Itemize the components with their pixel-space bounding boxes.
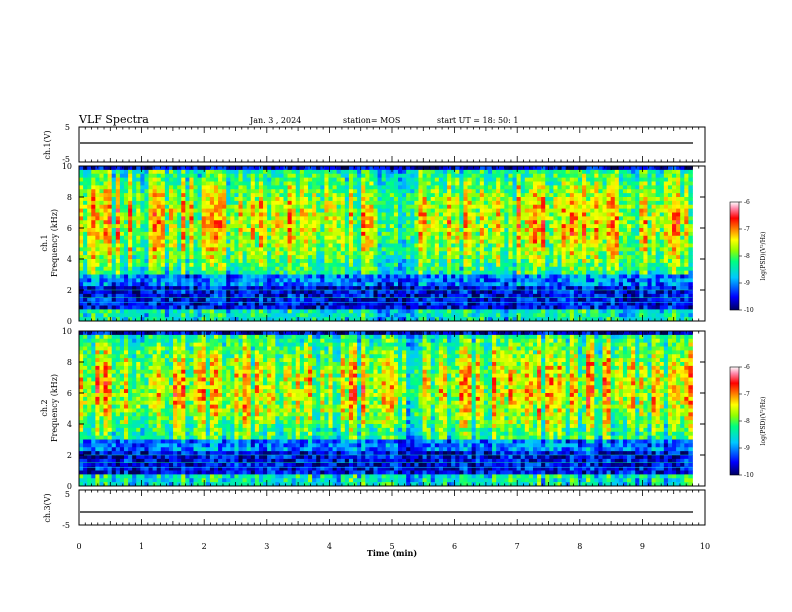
ch1-colorbar-tick-label: -9 — [744, 280, 750, 287]
ch1-waveform-panel: ch.1(V) 5 -5 — [43, 123, 706, 164]
ch1-spec-ytick-label: 10 — [62, 162, 72, 171]
ch2-spectrogram-panel: ch.2 Frequency (kHz) 0 2 4 6 8 10 — [40, 327, 706, 491]
ch1-colorbar-gradient — [729, 201, 740, 311]
ch1-spectrogram-panel: ch.1 Frequency (kHz) 0 2 4 6 8 10 — [40, 162, 706, 326]
time-axis: 0 1 2 3 4 5 6 7 8 9 10 — [76, 542, 710, 551]
start-time-label: start UT = 18: 50: 1 — [437, 116, 518, 125]
ch2-spectrogram-image — [79, 331, 705, 487]
ch2-spec-ytick-label: 0 — [67, 482, 72, 491]
ch2-colorbar-tick-label: -10 — [744, 472, 754, 479]
ch2-spec-ytick-label: 4 — [67, 420, 72, 429]
xtick-label: 4 — [327, 542, 332, 551]
xtick-label: 3 — [264, 542, 269, 551]
ch2-colorbar-tick-label: -7 — [744, 391, 750, 398]
xaxis-label: Time (min) — [367, 548, 417, 558]
ch2-colorbar-tick-label: -6 — [744, 364, 750, 371]
ch1-colorbar: -6 -7 -8 -9 -10 log(PSD)(V²/Hz) — [729, 199, 767, 314]
xtick-label: 1 — [139, 542, 144, 551]
ch1-spec-ylabel-frequency: Frequency (kHz) — [50, 209, 59, 277]
ch1-spec-ytick-label: 8 — [67, 193, 72, 202]
ch1-colorbar-tick-label: -8 — [744, 253, 750, 260]
ch3-ylabel: ch.3(V) — [43, 493, 52, 522]
ch3-waveform-panel: ch.3(V) 5 -5 — [43, 489, 706, 530]
ch1-spec-ylabel-channel: ch.1 — [40, 234, 49, 251]
ch2-colorbar-label: log(PSD)(V²/Hz) — [760, 397, 767, 446]
ch1-colorbar-label: log(PSD)(V²/Hz) — [760, 232, 767, 281]
xtick-label: 9 — [640, 542, 645, 551]
xtick-label: 6 — [452, 542, 457, 551]
ch2-colorbar-tick-label: -8 — [744, 418, 750, 425]
xtick-label: 5 — [389, 542, 394, 551]
axis-ticks — [78, 127, 706, 525]
ch3-ytick-bottom: -5 — [62, 521, 70, 530]
ch2-spec-ytick-label: 6 — [67, 389, 72, 398]
ch1-ytick-top: 5 — [65, 123, 70, 132]
xtick-label: 7 — [515, 542, 520, 551]
ch2-colorbar-gradient — [729, 366, 740, 476]
ch2-spec-ylabel-frequency: Frequency (kHz) — [50, 374, 59, 442]
ch1-spectrogram-image — [79, 166, 705, 322]
xtick-label: 0 — [76, 542, 81, 551]
ch1-spec-ytick-label: 0 — [67, 317, 72, 326]
ch1-ylabel: ch.1(V) — [43, 130, 52, 159]
xtick-label: 2 — [202, 542, 207, 551]
station-label: station= MOS — [343, 116, 400, 125]
ch2-spec-ylabel-channel: ch.2 — [40, 399, 49, 416]
ch2-spec-ytick-label: 8 — [67, 358, 72, 367]
xtick-label: 10 — [700, 542, 710, 551]
ch3-ytick-top: 5 — [65, 490, 70, 499]
ch2-spec-ytick-label: 10 — [62, 327, 72, 336]
ch2-spec-ytick-label: 2 — [67, 451, 72, 460]
ch1-spec-ytick-label: 4 — [67, 255, 72, 264]
xtick-label: 8 — [577, 542, 582, 551]
ch1-colorbar-tick-label: -7 — [744, 226, 750, 233]
ch2-colorbar: -6 -7 -8 -9 -10 log(PSD)(V²/Hz) — [729, 364, 767, 479]
ch1-ytick-bottom: -5 — [62, 155, 70, 164]
ch2-colorbar-tick-label: -9 — [744, 445, 750, 452]
ch1-spec-ytick-label: 6 — [67, 224, 72, 233]
ch1-colorbar-tick-label: -10 — [744, 307, 754, 314]
ch1-spec-ytick-label: 2 — [67, 286, 72, 295]
date-label: Jan. 3 , 2024 — [249, 116, 301, 125]
chart-title: VLF Spectra — [78, 113, 149, 126]
ch1-colorbar-tick-label: -6 — [744, 199, 750, 206]
